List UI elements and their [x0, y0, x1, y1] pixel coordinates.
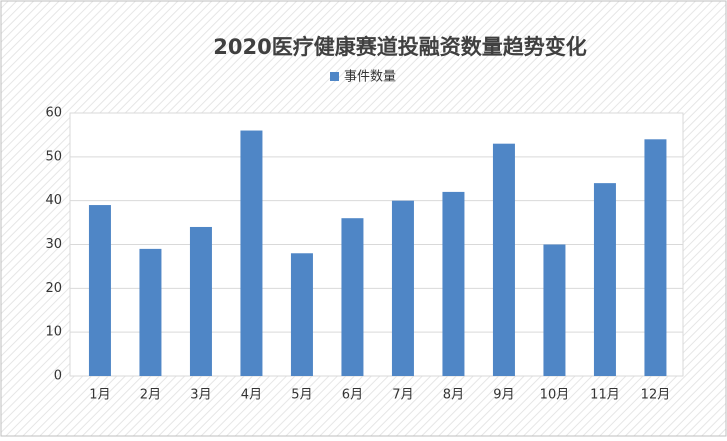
x-tick-label: 4月 — [241, 388, 262, 403]
x-tick-label: 1月 — [89, 388, 110, 403]
legend-swatch — [330, 72, 339, 81]
x-tick-label: 5月 — [291, 388, 312, 403]
bar — [240, 130, 263, 376]
x-tick-label: 3月 — [190, 388, 211, 403]
bar — [189, 226, 212, 376]
bar — [442, 191, 465, 376]
x-tick-label: 12月 — [641, 388, 671, 403]
x-tick-label: 7月 — [392, 388, 413, 403]
x-tick-label: 9月 — [493, 388, 514, 403]
y-tick-label: 0 — [54, 369, 62, 384]
bar — [341, 218, 364, 376]
bar — [492, 143, 515, 376]
x-tick-label: 11月 — [590, 388, 620, 403]
x-tick-label: 8月 — [443, 388, 464, 403]
bar — [88, 205, 111, 376]
legend-label: 事件数量 — [344, 70, 396, 85]
bar — [644, 139, 667, 376]
y-tick-label: 60 — [45, 106, 62, 121]
y-tick-label: 40 — [45, 193, 62, 208]
chart-title: 2020医疗健康赛道投融资数量趋势变化 — [213, 35, 586, 59]
bar — [290, 253, 313, 376]
y-tick-label: 20 — [45, 281, 62, 296]
bar — [593, 183, 616, 376]
x-tick-label: 6月 — [342, 388, 363, 403]
y-tick-label: 30 — [45, 237, 62, 252]
y-tick-label: 50 — [45, 149, 62, 164]
bar — [543, 244, 566, 376]
bar — [139, 248, 162, 376]
x-tick-label: 2月 — [140, 388, 161, 403]
y-tick-label: 10 — [45, 325, 62, 340]
x-tick-label: 10月 — [540, 388, 570, 403]
bar — [391, 200, 414, 376]
